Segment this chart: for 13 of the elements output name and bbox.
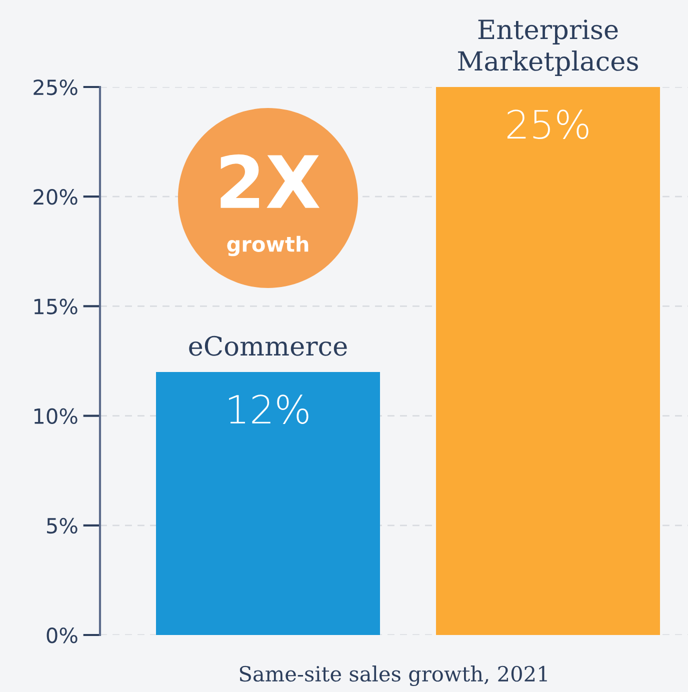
y-tick-label: 20%	[34, 189, 78, 205]
x-tick-label: eCommerce	[189, 336, 347, 356]
annotation: 2X	[220, 154, 320, 208]
x-tick-label: Enterprise Marketplaces	[458, 20, 638, 76]
annotation: growth	[227, 236, 308, 256]
y-tick-label: 15%	[34, 298, 78, 314]
y-tick-label: 5%	[47, 518, 78, 534]
x-axis-title: Same-site sales growth, 2021	[240, 666, 547, 686]
y-tick-label: 0%	[46, 627, 78, 644]
y-tick-label: 10%	[34, 408, 78, 424]
data-label: 12%	[229, 394, 308, 424]
y-tick-label: 25%	[34, 79, 78, 96]
data-label: 25%	[507, 110, 588, 140]
